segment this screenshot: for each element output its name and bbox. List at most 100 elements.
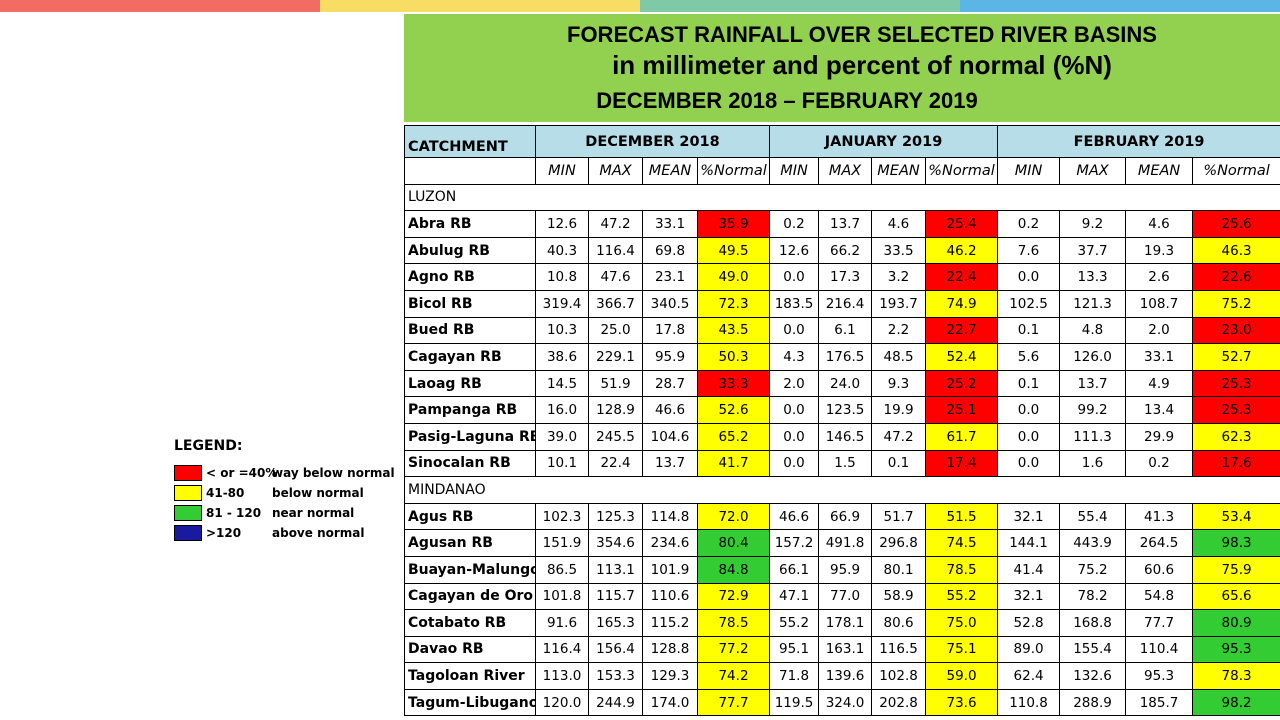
- rainfall-value-cell: 0.0: [997, 396, 1061, 424]
- section-row: MINDANAO: [403, 476, 1280, 504]
- catchment-name: Abra RB: [404, 210, 536, 238]
- legend-description: way below normal: [272, 466, 395, 480]
- top-color-bar: [0, 0, 1280, 12]
- rainfall-value-cell: 62.4: [997, 662, 1061, 690]
- percent-normal-cell: 52.4: [925, 343, 999, 371]
- percent-normal-cell: 46.2: [925, 236, 999, 265]
- table-row: Agusan RB 151.9 354.6 234.6 80.4 157.2 491.8 29…: [404, 529, 1280, 557]
- rainfall-value-cell: 296.8: [871, 529, 927, 557]
- rainfall-value-cell: 9.2: [1059, 210, 1127, 238]
- rainfall-value-cell: 116.4: [535, 635, 589, 664]
- table-row: Tagoloan River 113.0 153.3 129.3 74.2 71.8 139…: [404, 662, 1280, 690]
- rainfall-value-cell: 244.9: [588, 688, 643, 717]
- rainfall-value-cell: 2.2: [871, 316, 927, 345]
- rainfall-value-cell: 139.6: [818, 662, 873, 690]
- rainfall-value-cell: 75.2: [1059, 555, 1127, 584]
- rainfall-value-cell: 110.8: [997, 688, 1061, 717]
- rainfall-value-cell: 114.8: [642, 502, 698, 531]
- percent-normal-cell: 33.3: [696, 369, 771, 398]
- rainfall-value-cell: 2.0: [769, 369, 820, 398]
- percent-normal-cell: 72.3: [696, 289, 771, 318]
- rainfall-value-cell: 183.5: [769, 289, 820, 318]
- rainfall-value-cell: 110.4: [1125, 635, 1194, 664]
- rainfall-value-cell: 110.6: [642, 582, 698, 611]
- rainfall-value-cell: 157.2: [769, 529, 820, 557]
- top-bar-segment-blue: [960, 0, 1280, 12]
- rainfall-value-cell: 0.2: [769, 210, 820, 238]
- rainfall-value-cell: 14.5: [535, 369, 589, 398]
- subheader-mean: MEAN: [1125, 157, 1194, 185]
- month-header-february: FEBRUARY 2019: [997, 125, 1280, 158]
- rainfall-value-cell: 80.1: [871, 555, 927, 584]
- rainfall-value-cell: 354.6: [588, 529, 643, 557]
- rainfall-value-cell: 1.5: [818, 449, 873, 478]
- rainfall-value-cell: 2.0: [1125, 316, 1194, 345]
- percent-normal-cell: 25.1: [925, 396, 999, 424]
- percent-normal-cell: 77.2: [696, 635, 771, 664]
- subheader-pct-normal: %Normal: [925, 157, 999, 185]
- rainfall-value-cell: 120.0: [535, 688, 589, 717]
- rainfall-value-cell: 33.1: [1125, 343, 1194, 371]
- legend-item: 81 - 120 near normal: [174, 503, 404, 523]
- percent-normal-cell: 74.9: [925, 289, 999, 318]
- rainfall-value-cell: 2.6: [1125, 263, 1194, 291]
- rainfall-value-cell: 41.4: [997, 555, 1061, 584]
- rainfall-value-cell: 319.4: [535, 289, 589, 318]
- rainfall-value-cell: 89.0: [997, 635, 1061, 664]
- rainfall-value-cell: 102.8: [871, 662, 927, 690]
- rainfall-value-cell: 0.0: [769, 263, 820, 291]
- table-row: Agno RB 10.8 47.6 23.1 49.0 0.0 17.3 3.2 22.4 0.0…: [404, 263, 1280, 291]
- legend-range: < or =40%: [206, 466, 278, 480]
- rainfall-value-cell: 0.0: [997, 449, 1061, 478]
- rainfall-value-cell: 95.3: [1125, 662, 1194, 690]
- rainfall-value-cell: 47.1: [769, 582, 820, 611]
- percent-normal-cell: 25.4: [925, 210, 999, 238]
- subheader-mean: MEAN: [871, 157, 927, 185]
- legend-swatch: [174, 525, 202, 541]
- rainfall-value-cell: 47.6: [588, 263, 643, 291]
- rainfall-value-cell: 55.4: [1059, 502, 1127, 531]
- percent-normal-cell: 78.5: [925, 555, 999, 584]
- rainfall-value-cell: 126.0: [1059, 343, 1127, 371]
- table-row: Cagayan de Oro 101.8 115.7 110.6 72.9 47.1 77.…: [404, 582, 1280, 611]
- rainfall-value-cell: 46.6: [769, 502, 820, 531]
- rainfall-value-cell: 193.7: [871, 289, 927, 318]
- rainfall-value-cell: 111.3: [1059, 422, 1127, 451]
- catchment-name: Agno RB: [404, 263, 536, 291]
- percent-normal-cell: 98.2: [1192, 688, 1280, 717]
- rainfall-value-cell: 66.1: [769, 555, 820, 584]
- percent-normal-cell: 80.9: [1192, 609, 1280, 637]
- percent-normal-cell: 25.3: [1192, 369, 1280, 398]
- rainfall-value-cell: 119.5: [769, 688, 820, 717]
- rainfall-value-cell: 69.8: [642, 236, 698, 265]
- subheader-pct-normal: %Normal: [696, 157, 771, 185]
- catchment-name: Cotabato RB: [404, 609, 536, 637]
- rainfall-value-cell: 104.6: [642, 422, 698, 451]
- rainfall-value-cell: 123.5: [818, 396, 873, 424]
- percent-normal-cell: 43.5: [696, 316, 771, 345]
- percent-normal-cell: 22.6: [1192, 263, 1280, 291]
- rainfall-value-cell: 0.0: [769, 396, 820, 424]
- legend-swatch: [174, 465, 202, 481]
- rainfall-value-cell: 202.8: [871, 688, 927, 717]
- rainfall-value-cell: 176.5: [818, 343, 873, 371]
- rainfall-value-cell: 5.6: [997, 343, 1061, 371]
- percent-normal-cell: 50.3: [696, 343, 771, 371]
- table-row: Bicol RB 319.4 366.7 340.5 72.3 183.5 216.4 193…: [404, 289, 1280, 318]
- percent-normal-cell: 75.9: [1192, 555, 1280, 584]
- rainfall-value-cell: 144.1: [997, 529, 1061, 557]
- rainfall-value-cell: 185.7: [1125, 688, 1194, 717]
- percent-normal-cell: 80.4: [696, 529, 771, 557]
- rainfall-value-cell: 0.1: [997, 316, 1061, 345]
- rainfall-value-cell: 33.5: [871, 236, 927, 265]
- top-bar-segment-yellow: [320, 0, 640, 12]
- percent-normal-cell: 59.0: [925, 662, 999, 690]
- top-bar-segment-green: [640, 0, 960, 12]
- legend-item: 41-80 below normal: [174, 483, 404, 503]
- rainfall-value-cell: 40.3: [535, 236, 589, 265]
- rainfall-value-cell: 0.1: [997, 369, 1061, 398]
- rainfall-value-cell: 340.5: [642, 289, 698, 318]
- table-row: Bued RB 10.3 25.0 17.8 43.5 0.0 6.1 2.2 22.7 0.1 4…: [404, 316, 1280, 345]
- rainfall-value-cell: 116.5: [871, 635, 927, 664]
- rainfall-value-cell: 132.6: [1059, 662, 1127, 690]
